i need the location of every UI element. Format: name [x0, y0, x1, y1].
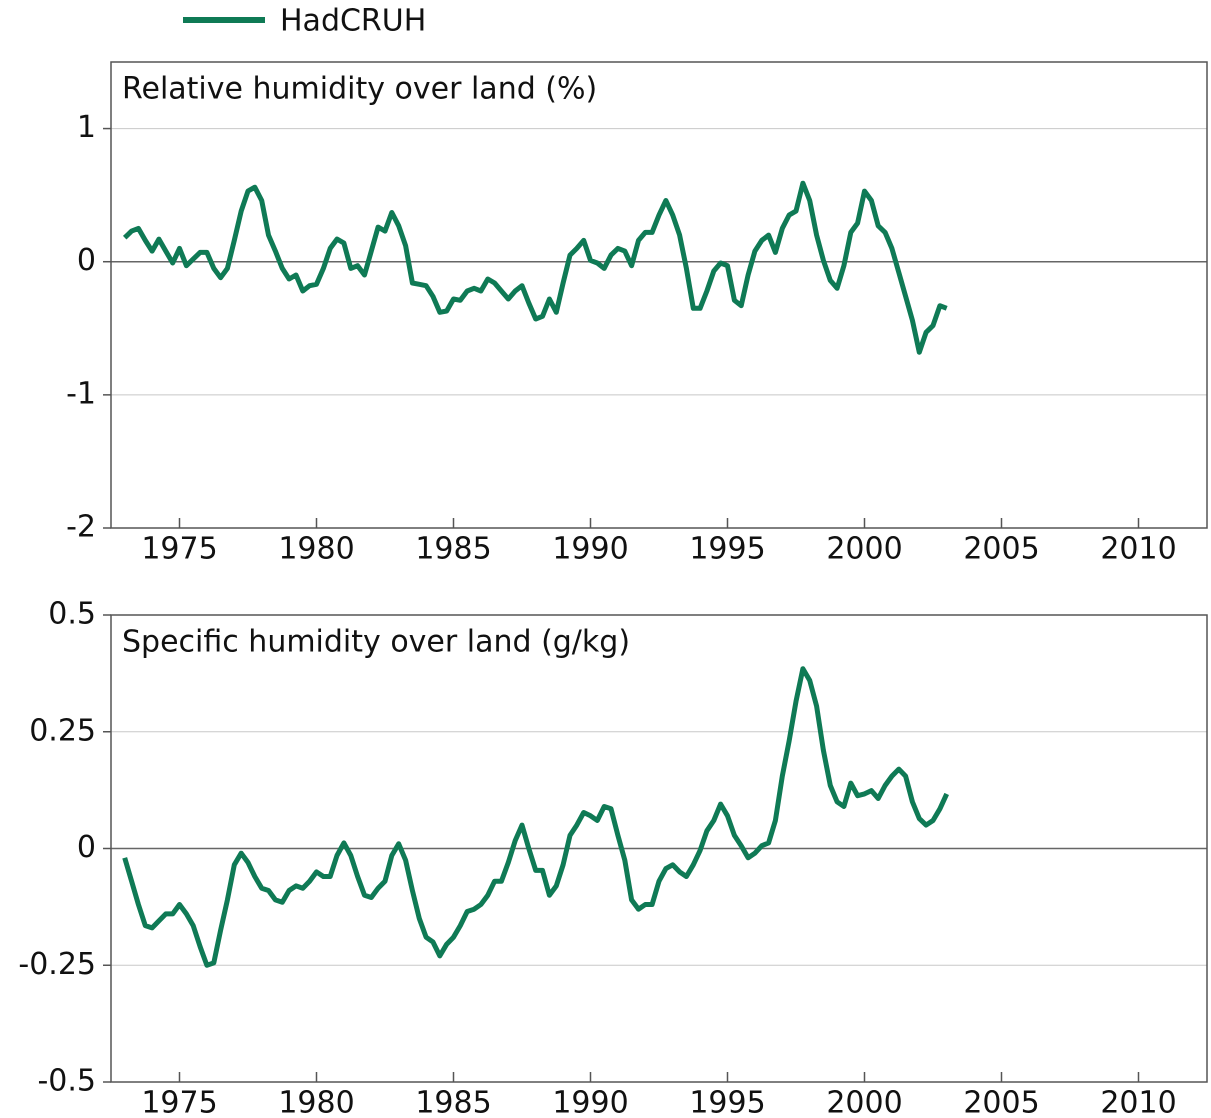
- x-tick-label: 1990: [552, 1086, 628, 1118]
- x-tick-label: 1980: [278, 532, 354, 567]
- panel-title: Specific humidity over land (g/kg): [122, 625, 630, 660]
- y-tick-label: 0.5: [48, 597, 96, 632]
- y-tick-label: -0.25: [18, 947, 96, 982]
- x-tick-label: 2000: [826, 1086, 902, 1118]
- data-line: [122, 180, 948, 355]
- plot-frame: [110, 614, 1208, 1083]
- y-tick-label: 0: [77, 243, 96, 278]
- plot-frame: [110, 61, 1208, 529]
- y-tick-label: -2: [66, 510, 96, 545]
- panel-title: Relative humidity over land (%): [122, 72, 597, 107]
- x-tick-label: 2010: [1100, 532, 1176, 567]
- y-tick-label: 0: [77, 830, 96, 865]
- x-tick-label: 1975: [141, 532, 217, 567]
- x-tick-label: 1995: [689, 1086, 765, 1118]
- y-tick-label: 1: [77, 110, 96, 145]
- x-tick-label: 1990: [552, 532, 628, 567]
- x-tick-label: 2000: [826, 532, 902, 567]
- legend-label: HadCRUH: [280, 4, 426, 39]
- x-tick-label: 2005: [963, 1086, 1039, 1118]
- x-tick-label: 1980: [278, 1086, 354, 1118]
- x-tick-label: 2005: [963, 532, 1039, 567]
- y-tick-label: 0.25: [29, 713, 96, 748]
- x-tick-label: 1985: [415, 1086, 491, 1118]
- x-tick-label: 2010: [1100, 1086, 1176, 1118]
- data-line: [122, 666, 949, 968]
- x-tick-label: 1995: [689, 532, 765, 567]
- x-tick-label: 1985: [415, 532, 491, 567]
- y-tick-label: -0.5: [37, 1064, 96, 1099]
- x-tick-label: 1975: [141, 1086, 217, 1118]
- y-tick-label: -1: [66, 376, 96, 411]
